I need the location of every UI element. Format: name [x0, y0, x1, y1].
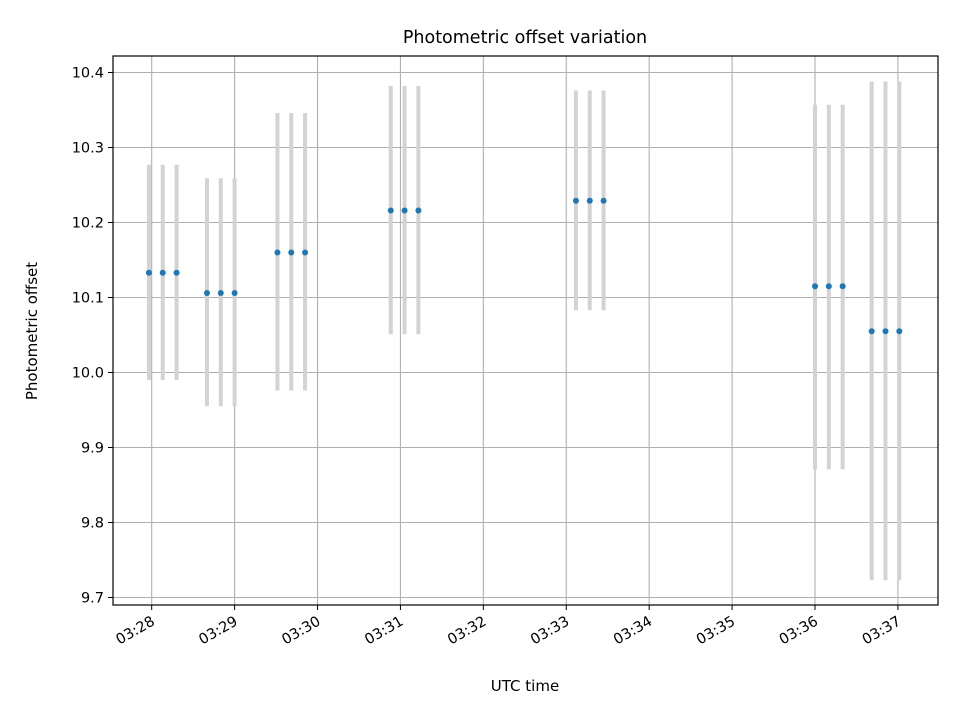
- data-point: [145, 269, 152, 276]
- data-point: [825, 283, 832, 290]
- data-point: [401, 207, 408, 214]
- data-point: [302, 249, 309, 256]
- data-point: [572, 197, 579, 204]
- grid-lines: [113, 56, 938, 605]
- data-point: [415, 207, 422, 214]
- x-axis-label: UTC time: [491, 677, 559, 695]
- y-axis-label: Photometric offset: [23, 262, 41, 400]
- y-tick-label: 10.3: [72, 141, 104, 157]
- data-point: [203, 290, 210, 296]
- y-tick-label: 9.9: [81, 441, 104, 457]
- data-point: [288, 249, 295, 256]
- y-tick-label: 10.2: [72, 216, 104, 232]
- y-tick-label: 10.4: [72, 66, 104, 82]
- data-point: [586, 197, 593, 204]
- data-point: [600, 197, 607, 204]
- data-point: [896, 328, 903, 335]
- data-point: [231, 290, 238, 296]
- data-point: [812, 283, 819, 290]
- y-tick-label: 9.8: [81, 516, 104, 532]
- chart-title: Photometric offset variation: [403, 28, 647, 48]
- data-point: [274, 249, 281, 256]
- y-axis-ticks: 9.7 9.8 9.9 10.0 10.1 10.2 10.3 10.4: [72, 66, 113, 607]
- y-tick-label: 9.7: [81, 591, 104, 607]
- data-point: [839, 283, 846, 290]
- data-point: [868, 328, 875, 335]
- data-point: [159, 269, 166, 276]
- data-point: [173, 269, 180, 276]
- plot-frame: [112, 55, 939, 606]
- y-tick-label: 10.0: [72, 366, 104, 382]
- data-point: [217, 290, 224, 296]
- data-point: [882, 328, 889, 335]
- data-points: [145, 197, 903, 335]
- y-tick-label: 10.1: [72, 291, 104, 307]
- data-point: [387, 207, 394, 214]
